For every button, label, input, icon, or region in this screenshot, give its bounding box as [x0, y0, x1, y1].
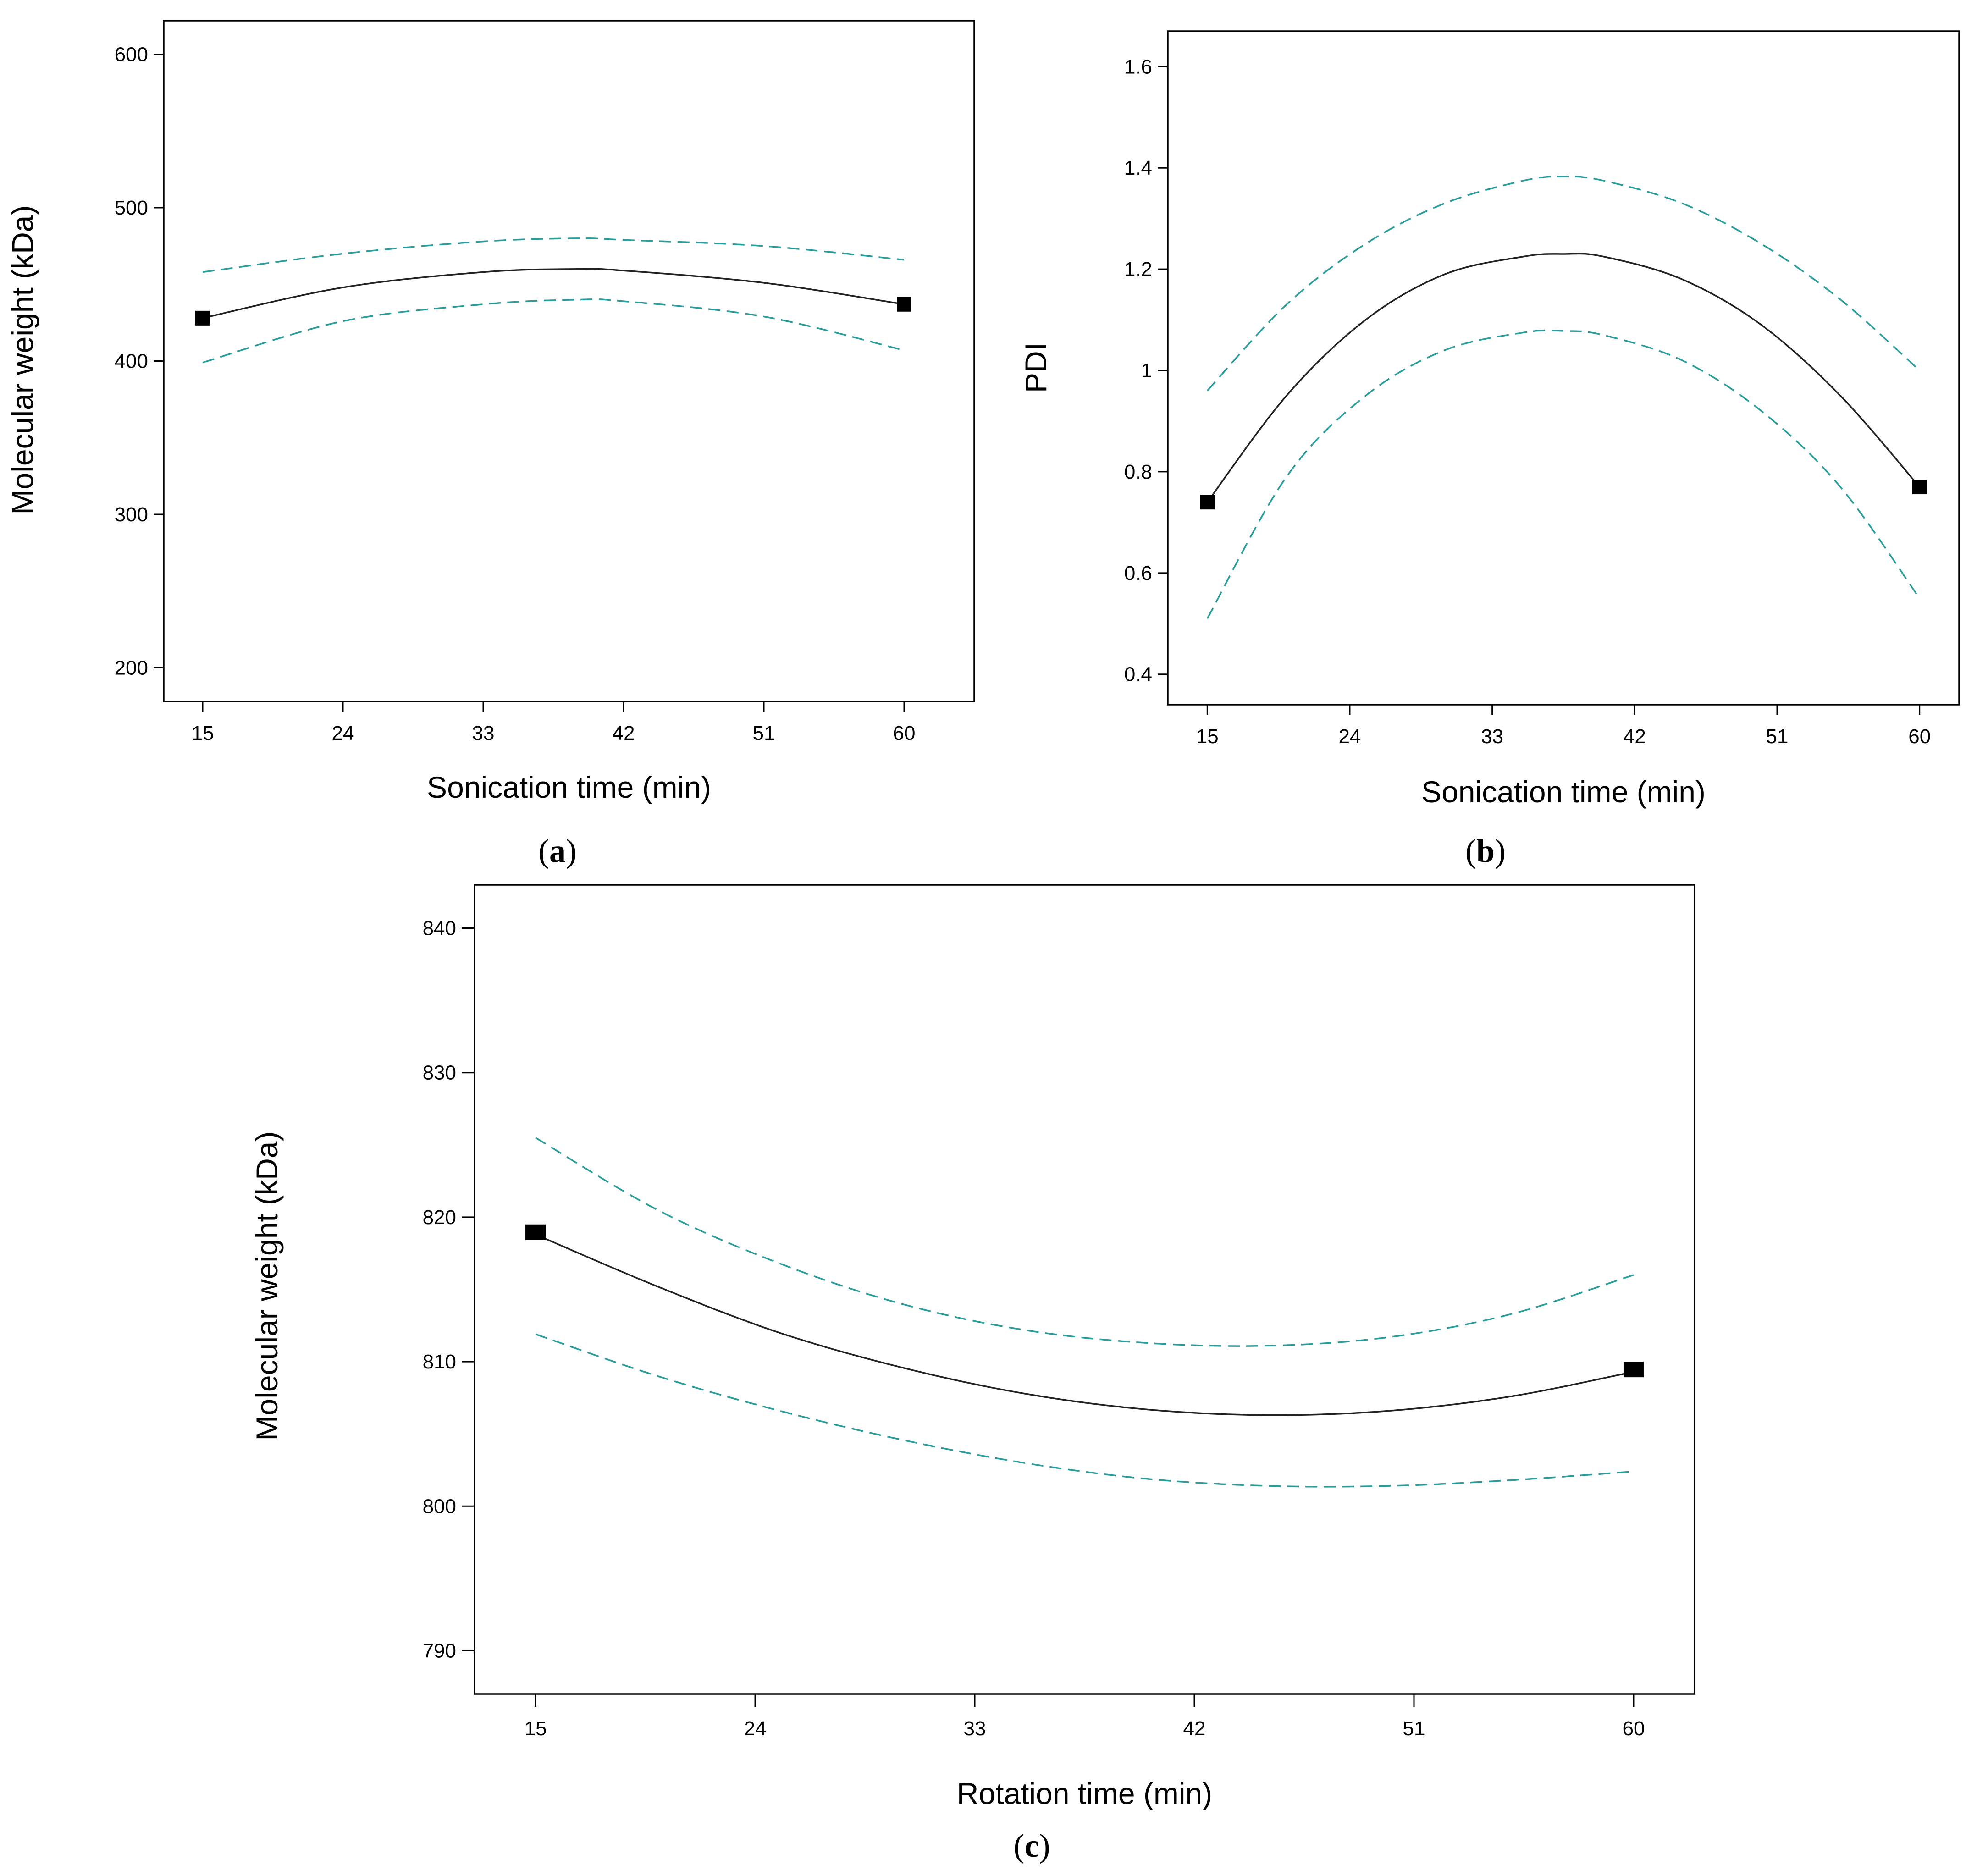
panel-c-design-point — [1623, 1362, 1644, 1378]
panel-a-x-tick-label: 15 — [192, 722, 214, 745]
panel-b-design-point — [1912, 480, 1927, 495]
panel-c-y-tick-label: 790 — [423, 1639, 456, 1662]
panel-b-fit-line — [1206, 253, 1921, 503]
panel-b-y-axis-title: PDI — [1019, 342, 1053, 393]
panel-a-y-tick-label: 300 — [115, 503, 148, 526]
panel-c-x-tick-label: 42 — [1183, 1717, 1206, 1740]
panel-c-x-tick-label: 60 — [1622, 1717, 1645, 1740]
panel-a-label: (a) — [538, 833, 577, 869]
panel-b-x-axis-title: Sonication time (min) — [1421, 775, 1706, 809]
panel-c-design-point — [525, 1224, 546, 1240]
panel-c: 15 24 33 42 51 60 790 800 810 820 830 840 Rotation t… — [250, 884, 1695, 1864]
panel-b-y-tick-label: 0.4 — [1124, 663, 1152, 686]
panel-c-plot-frame — [474, 884, 1695, 1695]
panel-c-x-tick-label: 24 — [744, 1717, 767, 1740]
panel-c-ci-lower-line — [535, 1333, 1634, 1488]
panel-c-x-tick-label: 51 — [1403, 1717, 1425, 1740]
panel-b-y-tick-label: 1.2 — [1124, 258, 1152, 281]
panel-a-ci-lower-line — [202, 298, 905, 364]
panel-b-y-tick-label: 0.8 — [1124, 461, 1152, 483]
panel-b-x-tick-label: 24 — [1339, 725, 1361, 748]
panel-a-x-tick-label: 24 — [332, 722, 354, 745]
panel-c-y-axis-title: Molecular weight (kDa) — [250, 1131, 284, 1441]
panel-a: 15 24 33 42 51 60 200 300 400 500 600 Sonication ti… — [6, 20, 975, 869]
panel-a-ci-upper-line — [202, 237, 905, 273]
panel-a-y-tick-label: 600 — [115, 44, 148, 66]
panel-b-label: (b) — [1465, 833, 1506, 869]
panel-a-design-point — [195, 310, 210, 326]
panel-a-y-axis-title: Molecular weight (kDa) — [6, 205, 39, 515]
panel-b-ci-upper-line — [1207, 176, 1920, 392]
panel-b: 15 24 33 42 51 60 0.4 0.6 0.8 1 1.2 1.4 1.6 Sonicatio… — [1019, 30, 1960, 869]
panel-a-x-tick-label: 51 — [753, 722, 775, 745]
panel-c-y-tick-label: 800 — [423, 1495, 456, 1517]
panel-b-y-tick-label: 1 — [1141, 359, 1152, 382]
panel-b-design-point — [1200, 495, 1215, 510]
panel-c-x-tick-label: 33 — [964, 1717, 986, 1740]
panel-b-ci-lower-line — [1206, 329, 1921, 619]
panel-b-y-tick-label: 1.4 — [1124, 157, 1152, 179]
panel-c-fit-line — [535, 1234, 1634, 1416]
panel-a-y-tick-label: 200 — [115, 657, 148, 679]
panel-a-x-tick-label: 42 — [613, 722, 635, 745]
panel-c-y-tick-label: 810 — [423, 1351, 456, 1373]
panel-c-x-tick-label: 15 — [525, 1717, 547, 1740]
panel-a-fit-line — [202, 268, 905, 319]
panel-a-x-axis-title: Sonication time (min) — [427, 770, 711, 804]
panel-c-x-axis-title: Rotation time (min) — [957, 1777, 1213, 1810]
panel-b-x-tick-label: 15 — [1196, 725, 1219, 748]
panel-a-x-tick-label: 60 — [893, 722, 916, 745]
panel-b-y-tick-label: 1.6 — [1124, 55, 1152, 78]
panel-c-label: (c) — [1014, 1827, 1050, 1864]
panel-b-x-tick-label: 33 — [1481, 725, 1503, 748]
panel-b-x-tick-label: 60 — [1908, 725, 1931, 748]
panel-c-y-tick-label: 840 — [423, 917, 456, 940]
panel-a-x-tick-label: 33 — [472, 722, 495, 745]
panel-b-plot-frame — [1167, 30, 1960, 706]
panel-a-design-point — [897, 297, 911, 312]
panel-a-y-tick-label: 400 — [115, 350, 148, 373]
panel-a-plot-frame — [163, 20, 975, 702]
panel-b-y-tick-label: 0.6 — [1124, 562, 1152, 585]
panel-a-y-tick-label: 500 — [115, 197, 148, 219]
panel-b-x-tick-label: 42 — [1624, 725, 1646, 748]
panel-c-y-tick-label: 820 — [423, 1206, 456, 1229]
panel-c-y-tick-label: 830 — [423, 1062, 456, 1084]
panel-b-x-tick-label: 51 — [1766, 725, 1789, 748]
panel-c-ci-upper-line — [535, 1137, 1634, 1347]
